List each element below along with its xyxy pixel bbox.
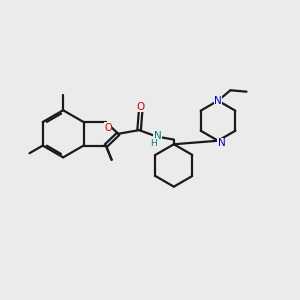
Text: N: N (218, 138, 225, 148)
Text: N: N (214, 96, 222, 106)
Text: O: O (104, 123, 112, 133)
Text: N: N (154, 131, 161, 141)
Text: O: O (136, 102, 145, 112)
Text: H: H (150, 139, 157, 148)
